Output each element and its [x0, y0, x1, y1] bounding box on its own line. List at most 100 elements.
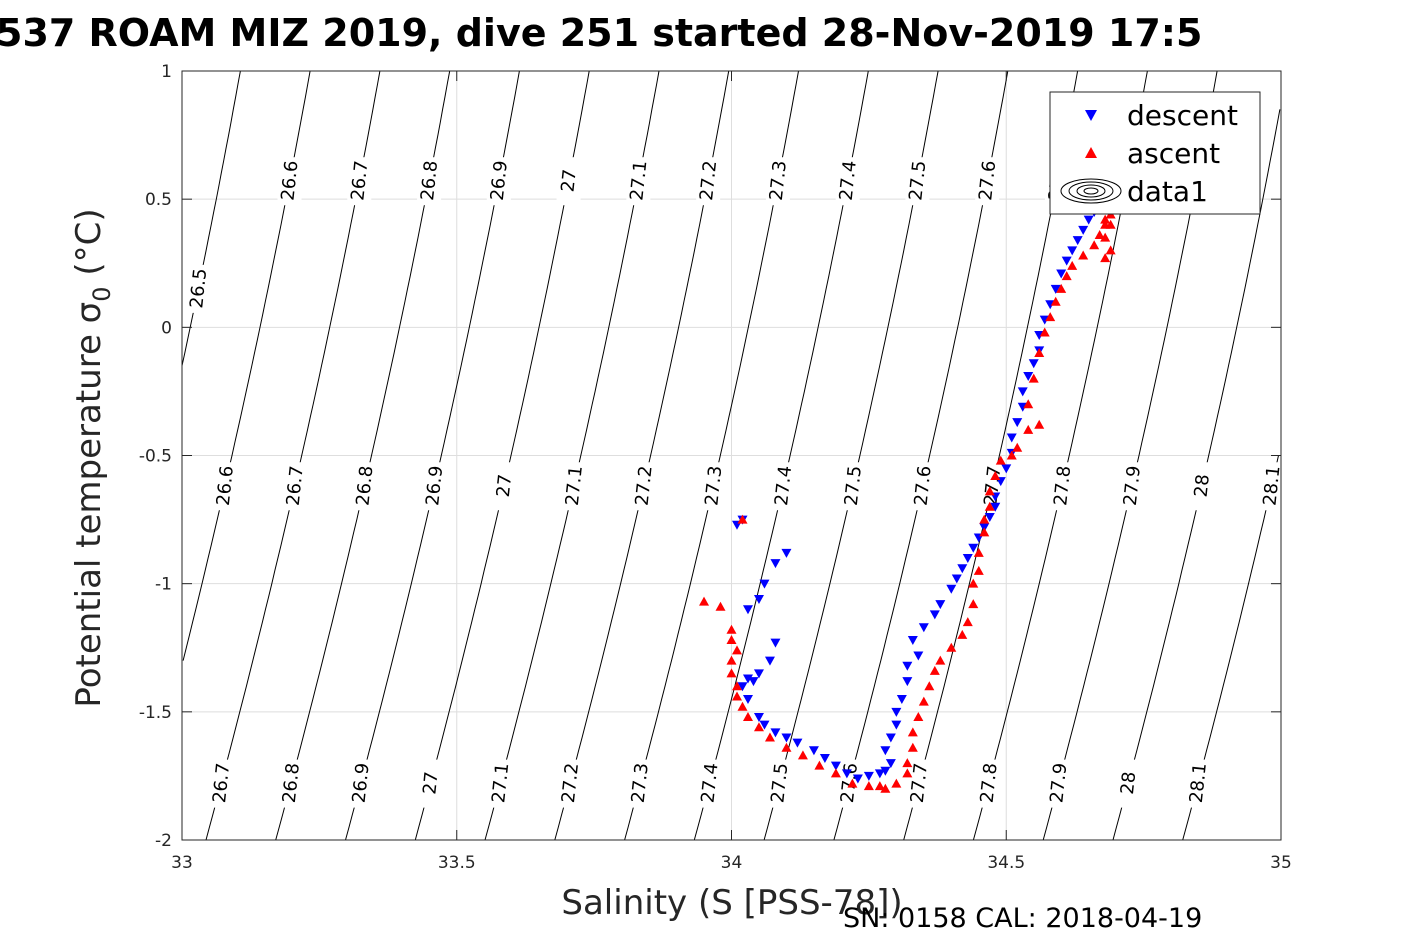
ascent-point [1056, 283, 1067, 293]
ascent-point [984, 501, 995, 511]
data-series [699, 207, 1116, 793]
descent-point [1028, 359, 1039, 369]
ascent-point [742, 711, 753, 721]
ascent-point [863, 781, 874, 791]
contour-label-gap [352, 462, 377, 511]
contour-label-gap [837, 759, 862, 808]
ascent-point [1034, 419, 1045, 429]
ascent-point [962, 617, 973, 627]
ascent-point [891, 778, 902, 788]
descent-point [781, 548, 792, 558]
descent-point [764, 656, 775, 666]
contour-label-gap [209, 759, 234, 808]
ascent-point [1105, 219, 1116, 229]
descent-point [1023, 372, 1034, 382]
y-tick-label: -2 [155, 831, 172, 851]
contour-label: 28.1 [1259, 465, 1284, 507]
descent-point [1072, 236, 1083, 246]
ascent-point [1100, 214, 1111, 224]
contour-label-gap [347, 157, 372, 206]
isopycnal-line [181, 70, 241, 366]
ascent-point [935, 655, 946, 665]
contour-label: 27.7 [907, 762, 932, 804]
ascent-point [924, 681, 935, 691]
ascent-point [946, 642, 957, 652]
ascent-point [1061, 271, 1072, 281]
contour-label: 27.6 [911, 465, 936, 507]
ascent-point [1045, 312, 1056, 322]
ascent-series [699, 209, 1116, 793]
contour-label-gap [556, 157, 581, 206]
descent-point [929, 610, 940, 620]
y-tick-label: 1 [161, 62, 172, 82]
ascent-point [1006, 450, 1017, 460]
ascent-point [726, 635, 737, 645]
y-axis-title: Potential temperature σ0 (°C) [69, 208, 116, 707]
contour-label-gap [771, 462, 796, 511]
ascent-point [781, 742, 792, 752]
descent-point [885, 733, 896, 743]
contour-label: 27.1 [562, 465, 587, 507]
ascent-point [1078, 250, 1089, 260]
ascent-point [995, 455, 1006, 465]
legend: descent ascent data1 [1049, 91, 1261, 215]
contour-label-gap [417, 157, 442, 206]
chart-title: 537 ROAM MIZ 2019, dive 251 started 28-N… [0, 11, 1202, 55]
ascent-point [902, 768, 913, 778]
contour-label: 26.7 [347, 160, 372, 202]
descent-point [885, 759, 896, 769]
legend-data1-label: data1 [1127, 175, 1208, 208]
descent-point [990, 502, 1001, 512]
ascent-point [913, 711, 924, 721]
contour-label-gap [1185, 759, 1210, 808]
descent-point [946, 584, 957, 594]
x-tick-label: 34.5 [987, 853, 1025, 873]
ascent-point [1100, 232, 1111, 242]
contour-label: 27.1 [626, 160, 651, 202]
descent-point [984, 513, 995, 523]
y-axis-title-sigma: σ [69, 302, 109, 324]
contour-label-gap [1259, 462, 1284, 511]
ascent-point [957, 629, 968, 639]
ascent-point [1100, 253, 1111, 263]
contour-label-gap [186, 264, 211, 313]
contour-label: 27.9 [1046, 762, 1071, 804]
ascent-point [968, 578, 979, 588]
ascent-point [990, 471, 1001, 481]
ascent-point [737, 701, 748, 711]
ascent-point [764, 732, 775, 742]
descent-point [753, 595, 764, 605]
contour-label: 26.9 [422, 465, 447, 507]
y-tick-label: -0.5 [139, 447, 172, 467]
ascent-point [726, 655, 737, 665]
ascent-point [814, 760, 825, 770]
ascent-point [1012, 442, 1023, 452]
descent-point [918, 623, 929, 633]
y-tick-label: 0 [161, 318, 172, 338]
descent-point [742, 695, 753, 705]
legend-ascent-marker [1085, 147, 1097, 158]
ascent-point [1050, 296, 1061, 306]
ascent-point [1067, 260, 1078, 270]
descent-point [759, 720, 770, 730]
contour-label-gap [422, 462, 447, 511]
descent-point [902, 661, 913, 671]
ascent-point [1023, 399, 1034, 409]
contour-label: 27 [419, 771, 442, 796]
ascent-point [731, 645, 742, 655]
descent-point [1050, 284, 1061, 294]
descent-point [1056, 269, 1067, 279]
contour-label: 27.3 [628, 762, 653, 804]
contour-label-gap [282, 462, 307, 511]
contour-label-gap [1050, 462, 1075, 511]
contour-label: 26.6 [277, 160, 302, 202]
contour-label: 27.5 [905, 160, 930, 202]
contour-label-gap [1046, 759, 1071, 808]
contour-label-gap [697, 759, 722, 808]
descent-point [852, 774, 863, 784]
descent-point [770, 638, 781, 648]
descent-point [891, 707, 902, 717]
contour-label-gap [1119, 462, 1144, 511]
contour-label: 27 [493, 473, 516, 498]
y-axis-title-subscript: 0 [88, 286, 116, 301]
